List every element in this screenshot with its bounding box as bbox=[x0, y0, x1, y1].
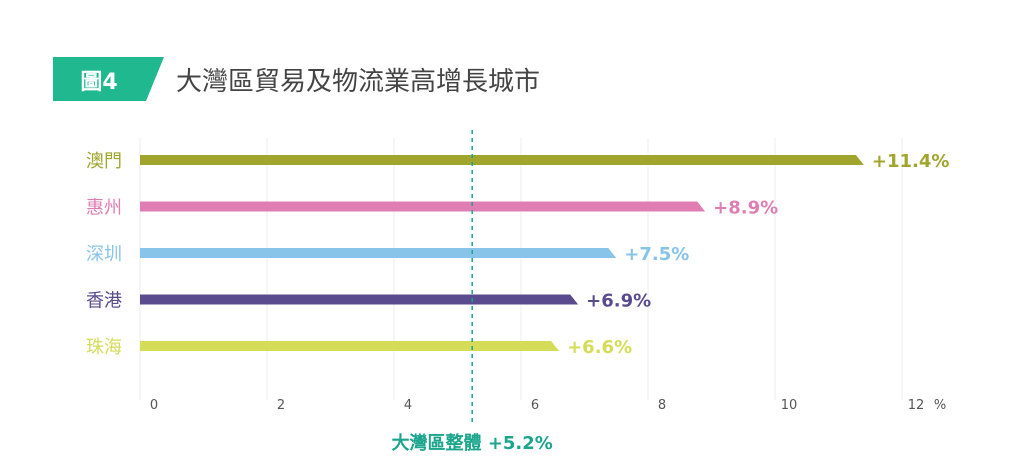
grid bbox=[139, 138, 903, 400]
bar bbox=[140, 248, 617, 258]
x-tick-label: 8 bbox=[658, 398, 666, 413]
x-tick-label: 4 bbox=[404, 398, 412, 413]
x-tick-label: 6 bbox=[531, 398, 539, 413]
bar bbox=[140, 341, 560, 351]
category-label: 珠海 bbox=[86, 337, 122, 358]
badge-label: 圖4 bbox=[80, 70, 117, 95]
category-label: 香港 bbox=[86, 291, 122, 312]
category-label: 惠州 bbox=[86, 198, 122, 219]
bar bbox=[140, 201, 706, 212]
category-label: 深圳 bbox=[86, 244, 122, 265]
reference-line-group: 大灣區整體 +5.2% bbox=[392, 130, 553, 454]
value-label: +7.5% bbox=[624, 244, 689, 265]
badge-shape bbox=[53, 57, 164, 101]
x-axis-ticks: 0 2 4 6 8 10 12% bbox=[150, 398, 946, 413]
bar bbox=[140, 294, 579, 305]
x-tick-label: 10 bbox=[781, 398, 798, 413]
bars bbox=[140, 155, 864, 351]
figure-badge: 圖4 bbox=[53, 57, 164, 101]
x-tick-label: 2 bbox=[277, 398, 285, 413]
category-label: 澳門 bbox=[86, 151, 122, 172]
value-label: +6.6% bbox=[567, 337, 632, 358]
chart-title: 大灣區貿易及物流業高增長城市 bbox=[176, 67, 540, 97]
reference-label: 大灣區整體 +5.2% bbox=[392, 432, 553, 454]
bar bbox=[140, 155, 864, 165]
x-tick-label: 12 bbox=[908, 398, 925, 413]
value-label: +11.4% bbox=[872, 151, 950, 172]
x-axis-unit: % bbox=[934, 398, 946, 413]
value-label: +8.9% bbox=[713, 198, 778, 219]
x-tick-label: 0 bbox=[150, 398, 158, 413]
value-label: +6.9% bbox=[586, 291, 651, 312]
value-labels: +11.4% +8.9% +7.5% +6.9% +6.6% bbox=[567, 151, 949, 358]
